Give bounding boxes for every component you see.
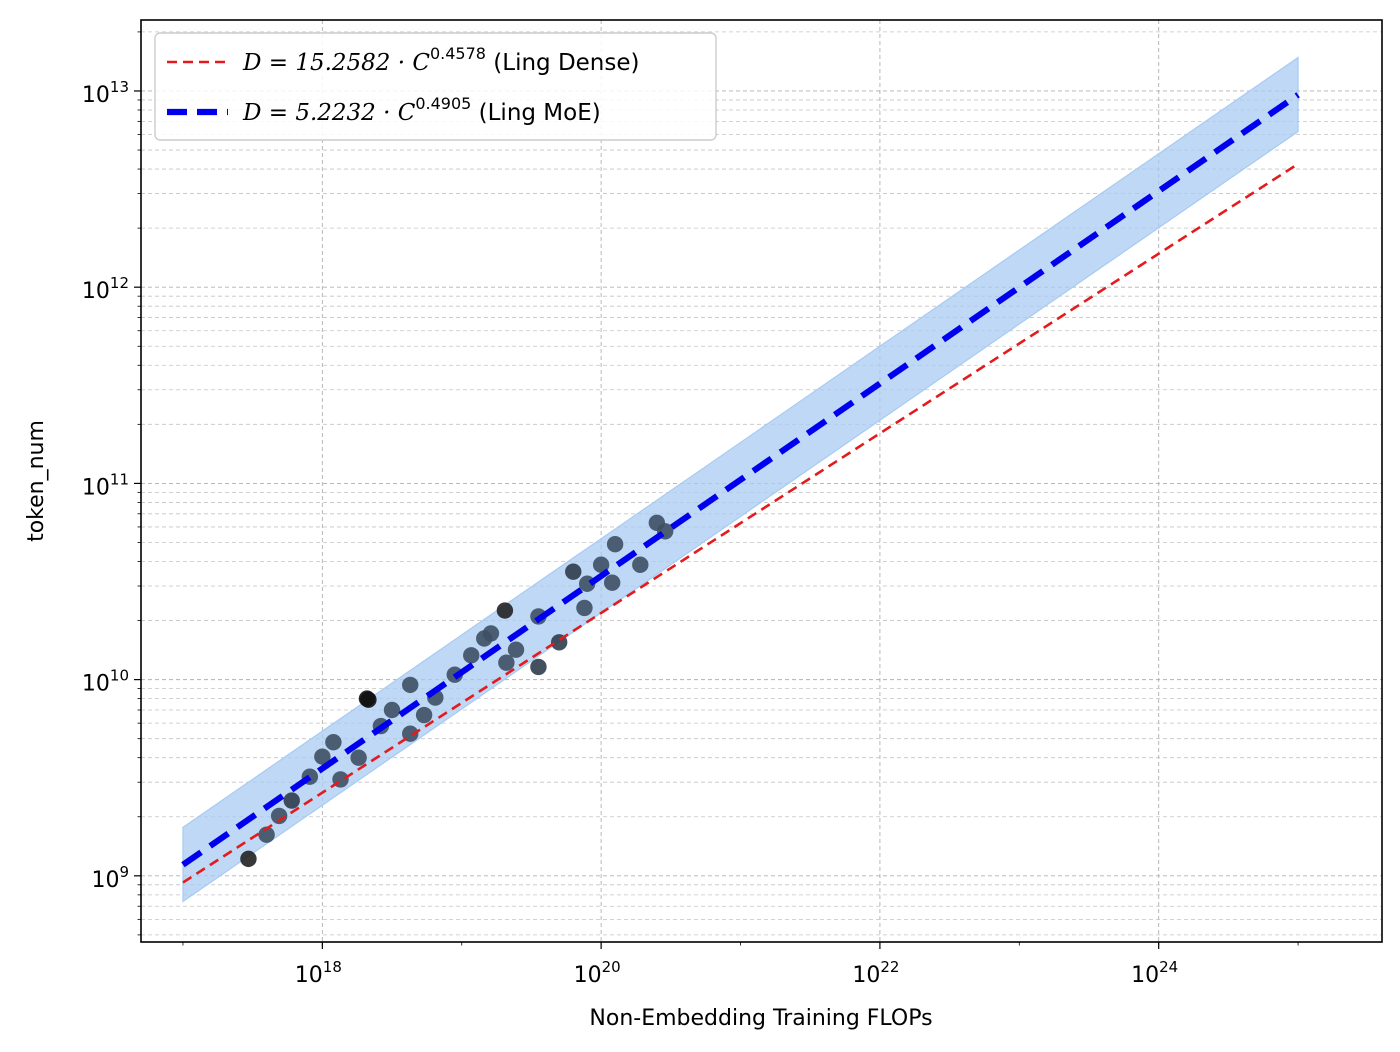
x-axis-ticks: 1018 1020 1022 1024 (182, 942, 1299, 988)
legend-label: D = 5.2232 · C0.4905 (Ling MoE) (242, 94, 601, 126)
x-tick-label: 1020 (574, 958, 621, 988)
x-tick-label: 1022 (852, 958, 899, 988)
data-point (325, 733, 342, 751)
legend-exponent: 0.4905 (415, 94, 471, 113)
data-point (350, 749, 367, 766)
x-tick-exponent: 18 (323, 958, 342, 976)
x-tick-exponent: 24 (1159, 958, 1178, 976)
data-point (632, 556, 649, 573)
legend-label: D = 15.2582 · C0.4578 (Ling Dense) (242, 44, 640, 76)
data-point (606, 535, 624, 553)
data-point (402, 676, 419, 694)
data-point (603, 574, 621, 591)
data-point (498, 654, 515, 671)
data-point (496, 602, 514, 619)
data-point (314, 748, 331, 765)
data-point (360, 691, 377, 708)
data-point (383, 701, 401, 719)
y-tick-exponent: 11 (110, 470, 129, 488)
y-tick-exponent: 9 (119, 863, 129, 881)
y-tick-label: 1013 (82, 78, 129, 108)
legend-series-name: (Ling Dense) (486, 50, 640, 76)
legend-equation: D = 5.2232 · C (242, 100, 416, 126)
x-axis-title: Non-Embedding Training FLOPs (589, 1006, 932, 1031)
x-tick-label: 1018 (295, 958, 342, 988)
data-point (415, 706, 433, 724)
data-point (507, 641, 525, 658)
x-tick-exponent: 20 (602, 958, 621, 976)
y-tick-exponent: 10 (110, 667, 129, 685)
plot-frame (140, 19, 1383, 943)
y-tick-label: 1012 (82, 274, 129, 304)
data-point (283, 792, 300, 809)
legend-equation: D = 15.2582 · C (242, 50, 430, 76)
data-point (270, 807, 288, 825)
legend-box (154, 32, 717, 141)
moe-fit-line (181, 92, 1300, 868)
legend: D = 15.2582 · C0.4578 (Ling Dense) D = 5.… (154, 32, 717, 141)
y-tick-label: 109 (91, 863, 129, 893)
y-tick-label: 1010 (82, 667, 129, 697)
legend-exponent: 0.4578 (430, 44, 486, 63)
fit-lines (181, 92, 1300, 884)
data-point (240, 850, 257, 868)
data-point (592, 556, 610, 573)
data-point (258, 826, 275, 843)
y-tick-label: 1011 (82, 470, 129, 500)
dense-fit-line (182, 162, 1299, 884)
y-axis-title: token_num (24, 420, 49, 542)
data-point (482, 625, 500, 642)
data-point (565, 563, 582, 580)
x-tick-label: 1024 (1131, 958, 1178, 988)
data-point (576, 599, 593, 617)
x-tick-exponent: 22 (880, 958, 899, 976)
y-tick-exponent: 12 (110, 274, 129, 292)
data-point (463, 647, 480, 664)
data-point (530, 658, 547, 676)
legend-series-name: (Ling MoE) (471, 100, 600, 126)
y-tick-exponent: 13 (110, 78, 129, 96)
